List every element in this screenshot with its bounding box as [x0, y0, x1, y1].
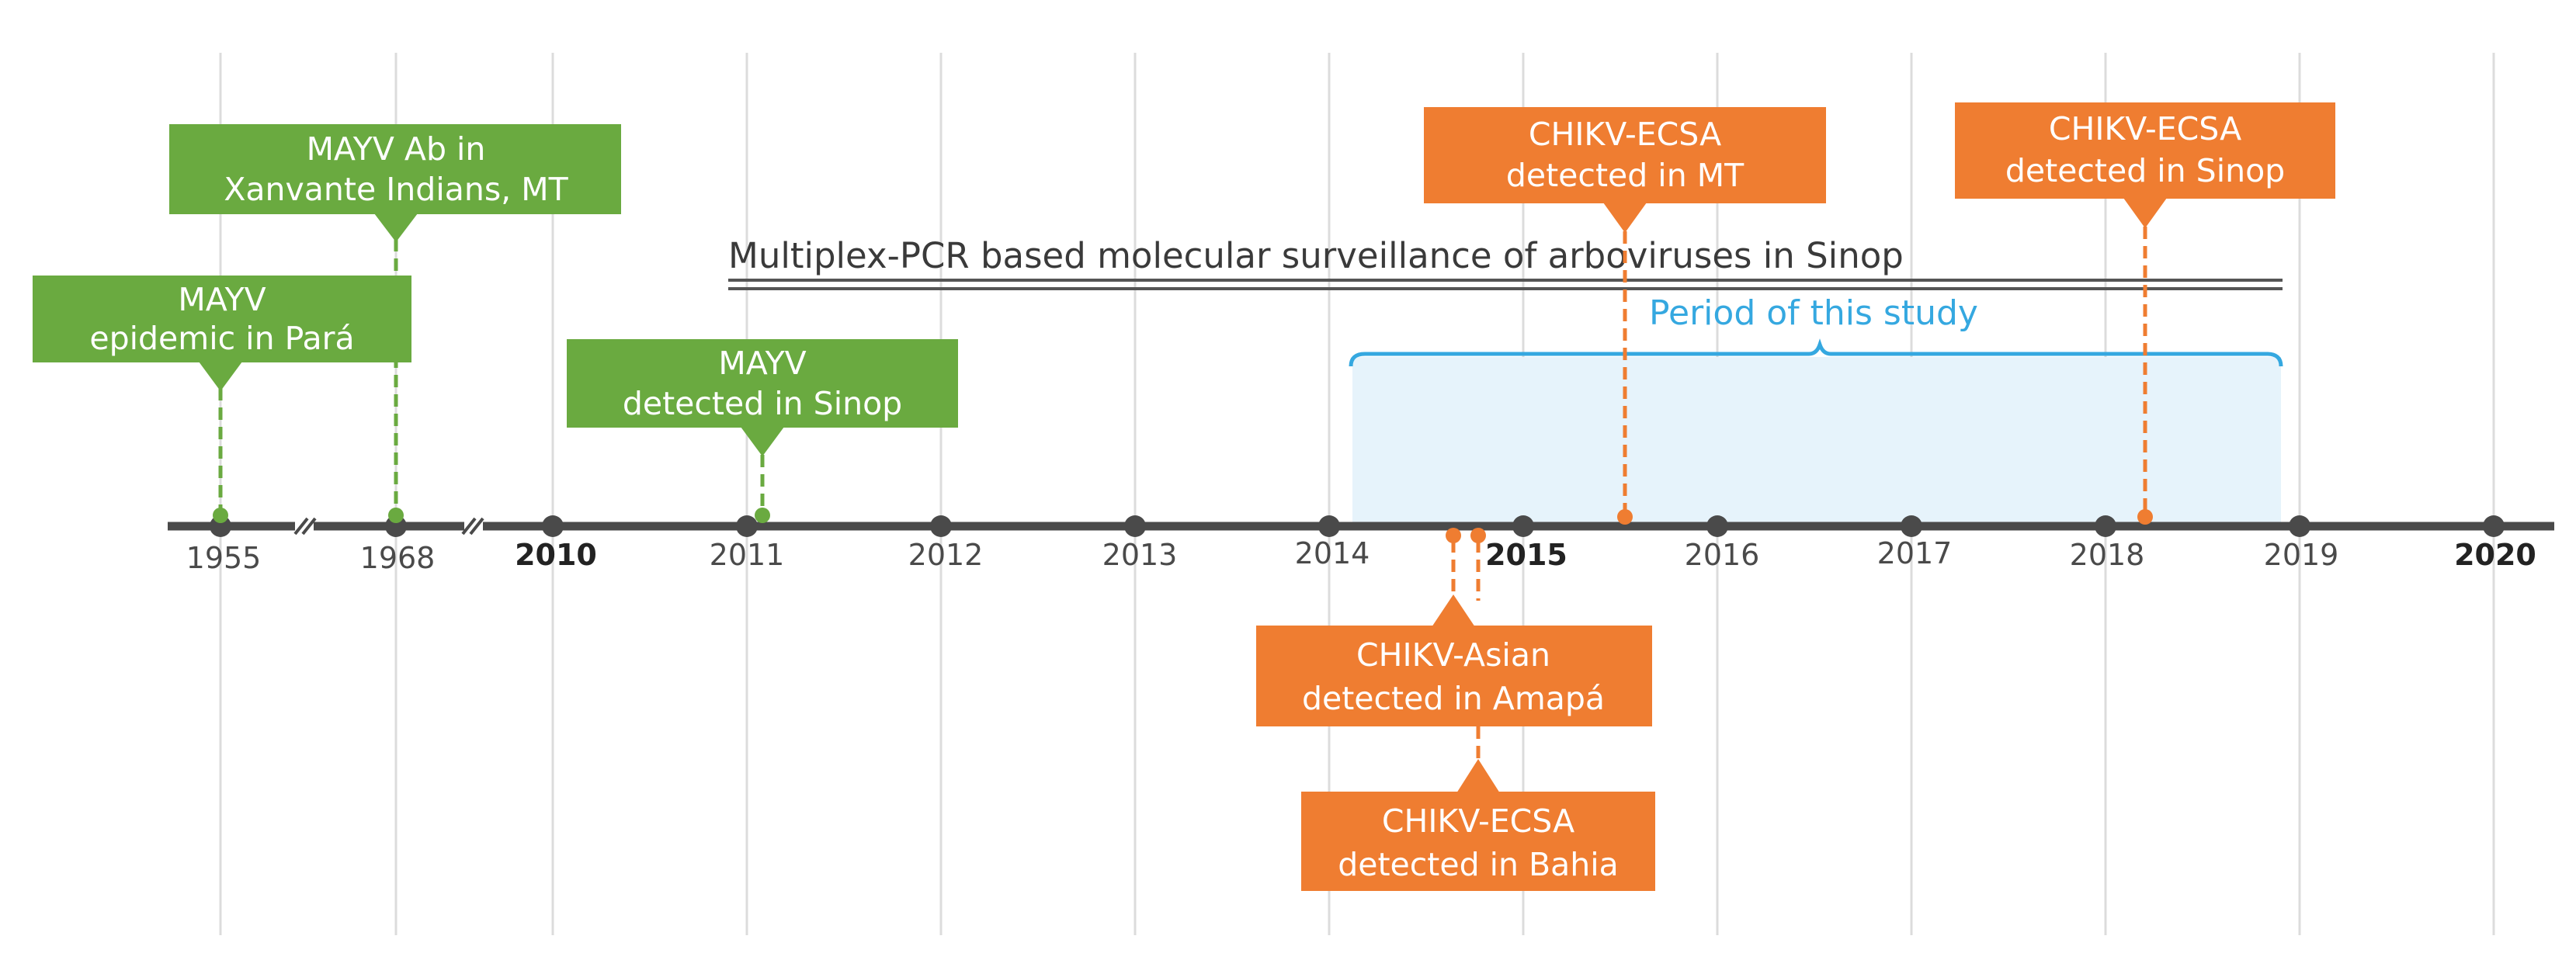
tick-dot-2018	[2095, 515, 2116, 537]
tick-label: 1955	[186, 541, 262, 575]
event-box-pointer	[1456, 759, 1500, 793]
tick-label: 2010	[515, 538, 597, 572]
axis-break-2	[301, 517, 317, 536]
tick-label: 2013	[1102, 538, 1178, 572]
study-period-region	[1352, 357, 2281, 526]
event-text-line-2: detected in Bahia	[1338, 846, 1619, 883]
tick-label: 2012	[908, 538, 984, 572]
tick-dot-2016	[1706, 515, 1728, 537]
axis-break-4	[469, 517, 484, 536]
tick-dot-2010	[542, 515, 564, 537]
event-box-pointer	[1603, 203, 1647, 233]
tick-label: 1968	[360, 541, 436, 575]
event-text-line-1: CHIKV-ECSA	[1529, 116, 1721, 153]
axis-break-3	[461, 517, 477, 536]
tick-label: 2020	[2454, 538, 2536, 572]
event-marker-dot	[755, 508, 770, 523]
event-text-line-1: MAYV Ab in	[307, 130, 486, 168]
event-text-line-1: CHIKV-ECSA	[1382, 802, 1574, 840]
event-marker-dot	[2137, 509, 2153, 525]
event-box-pointer	[2123, 198, 2167, 228]
event-text-line-2: detected in Sinop	[2005, 152, 2285, 189]
tick-dot-2014	[1318, 515, 1340, 537]
event-chikv-asian-amapa: CHIKV-Asian detected in Amapá	[1256, 528, 1652, 726]
tick-dot-2015	[1512, 515, 1534, 537]
tick-label: 2011	[710, 538, 785, 572]
tick-dot-2017	[1901, 515, 1922, 537]
tick-label: 2017	[1877, 536, 1953, 570]
tick-labels: 1955 1968 2010 2011 2012 2013 2014 2015 …	[186, 536, 2536, 575]
study-period-brace	[1349, 338, 2283, 367]
event-marker-dot	[1446, 528, 1461, 543]
axis-break-1	[293, 517, 309, 536]
tick-label: 2016	[1685, 538, 1760, 572]
event-text-line-1: CHIKV-Asian	[1356, 636, 1550, 674]
surveillance-label: Multiplex-PCR based molecular surveillan…	[728, 235, 1904, 276]
event-box-pointer	[741, 427, 784, 456]
event-text-line-2: Xanvante Indians, MT	[224, 171, 568, 208]
event-box	[1256, 626, 1652, 726]
tick-label: 2015	[1485, 538, 1567, 572]
tick-dot-2019	[2289, 515, 2310, 537]
event-chikv-ecsa-sinop: CHIKV-ECSA detected in Sinop	[1955, 102, 2335, 525]
event-text-line-2: detected in Amapá	[1302, 680, 1605, 717]
event-box	[33, 276, 411, 362]
event-mayv-epidemic-para: MAYV epidemic in Pará	[33, 276, 411, 523]
event-marker-dot	[1617, 509, 1633, 525]
event-mayv-detected-sinop: MAYV detected in Sinop	[567, 339, 958, 523]
event-box	[567, 339, 958, 428]
tick-dot-2012	[930, 515, 952, 537]
event-text-line-1: CHIKV-ECSA	[2049, 110, 2241, 147]
tick-dot-2011	[736, 515, 758, 537]
event-text-line-2: epidemic in Pará	[89, 320, 354, 357]
event-box	[1424, 107, 1826, 203]
tick-label: 2018	[2070, 538, 2145, 572]
tick-dot-2020	[2483, 515, 2505, 537]
event-box-pointer	[1432, 594, 1475, 627]
event-box	[1301, 792, 1655, 891]
tick-dot-2013	[1124, 515, 1146, 537]
event-text-line-2: detected in MT	[1506, 157, 1745, 194]
event-box	[169, 124, 621, 214]
event-box-pointer	[199, 362, 242, 391]
tick-dots	[210, 515, 2505, 537]
event-chikv-ecsa-mt: CHIKV-ECSA detected in MT	[1424, 107, 1826, 525]
event-chikv-ecsa-bahia: CHIKV-ECSA detected in Bahia	[1301, 528, 1655, 891]
event-marker-dot	[213, 508, 228, 523]
event-mayv-ab-xavante: MAYV Ab in Xanvante Indians, MT	[169, 124, 621, 523]
tick-label: 2019	[2264, 538, 2339, 572]
study-period-label: Period of this study	[1649, 293, 1978, 333]
event-marker-dot	[1470, 528, 1486, 543]
event-marker-dot	[388, 508, 404, 523]
event-box-pointer	[374, 213, 418, 242]
event-text-line-1: MAYV	[718, 345, 806, 382]
event-text-line-2: detected in Sinop	[623, 385, 902, 422]
event-box	[1955, 102, 2335, 199]
tick-label: 2014	[1295, 536, 1370, 570]
event-text-line-1: MAYV	[178, 281, 266, 318]
